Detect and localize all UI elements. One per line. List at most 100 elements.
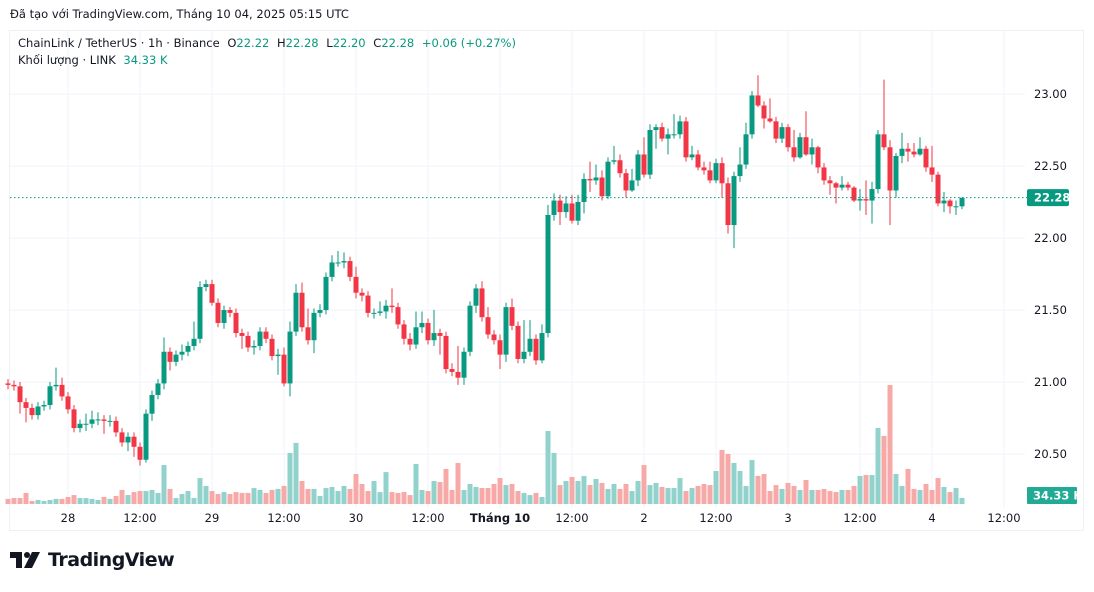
candle[interactable] [839, 176, 845, 191]
candle[interactable] [845, 181, 851, 191]
candle[interactable] [23, 397, 29, 423]
candle[interactable] [509, 298, 515, 331]
candle[interactable] [431, 310, 437, 346]
candle[interactable] [125, 432, 131, 452]
candle[interactable] [539, 324, 545, 364]
candle[interactable] [779, 122, 785, 143]
chart-panel[interactable] [9, 30, 1084, 531]
candle[interactable] [341, 252, 347, 269]
candle[interactable] [89, 410, 95, 429]
candle[interactable] [725, 177, 731, 234]
candle[interactable] [665, 128, 671, 155]
candle[interactable] [347, 256, 353, 282]
candle[interactable] [785, 124, 791, 152]
candle[interactable] [443, 331, 449, 374]
candle[interactable] [803, 111, 809, 156]
candle[interactable] [287, 321, 293, 397]
candle[interactable] [905, 142, 911, 162]
candle[interactable] [407, 333, 413, 351]
candle[interactable] [479, 281, 485, 322]
candle[interactable] [113, 416, 119, 437]
candle[interactable] [143, 409, 149, 463]
candle[interactable] [467, 301, 473, 357]
candle[interactable] [527, 320, 533, 357]
candle[interactable] [131, 432, 137, 457]
candle[interactable] [419, 311, 425, 334]
candle[interactable] [473, 284, 479, 313]
candle[interactable] [191, 321, 197, 351]
candle[interactable] [791, 130, 797, 162]
candle[interactable] [491, 330, 497, 345]
candle[interactable] [671, 114, 677, 139]
candle[interactable] [413, 311, 419, 349]
candle[interactable] [461, 347, 467, 385]
candle[interactable] [737, 147, 743, 182]
candle[interactable] [437, 328, 443, 355]
candle[interactable] [251, 340, 257, 355]
candle[interactable] [599, 170, 605, 201]
candle[interactable] [653, 124, 659, 149]
candle[interactable] [815, 145, 821, 174]
candle[interactable] [305, 308, 311, 345]
candle[interactable] [611, 145, 617, 165]
candle[interactable] [233, 308, 239, 338]
candle[interactable] [929, 145, 935, 182]
candle[interactable] [311, 308, 317, 354]
candle[interactable] [857, 189, 863, 211]
candle[interactable] [77, 419, 83, 433]
candle[interactable] [563, 196, 569, 218]
candle[interactable] [137, 442, 143, 466]
candle[interactable] [245, 331, 251, 352]
candle[interactable] [107, 415, 113, 427]
candle[interactable] [773, 117, 779, 143]
candle[interactable] [881, 79, 887, 151]
candle[interactable] [659, 122, 665, 142]
candle[interactable] [203, 279, 209, 292]
candle[interactable] [227, 307, 233, 318]
candle[interactable] [623, 168, 629, 198]
candle[interactable] [41, 400, 47, 411]
candle[interactable] [365, 291, 371, 318]
candle[interactable] [917, 137, 923, 156]
candle[interactable] [719, 157, 725, 198]
candle[interactable] [371, 308, 377, 319]
candle[interactable] [11, 380, 17, 391]
candle[interactable] [533, 334, 539, 365]
candle[interactable] [35, 402, 41, 420]
candle[interactable] [743, 122, 749, 169]
legend-volume-label[interactable]: Khối lượng · LINK [18, 53, 116, 67]
candle[interactable] [617, 154, 623, 178]
candle[interactable] [875, 130, 881, 194]
candle[interactable] [869, 181, 875, 224]
candle[interactable] [761, 101, 767, 129]
candle[interactable] [821, 163, 827, 185]
candle[interactable] [767, 98, 773, 123]
candle[interactable] [497, 334, 503, 370]
candle[interactable] [119, 428, 125, 447]
candle[interactable] [83, 413, 89, 431]
tradingview-logo[interactable]: TradingView [10, 549, 175, 571]
candle[interactable] [635, 150, 641, 187]
candle[interactable] [329, 255, 335, 282]
candle[interactable] [167, 347, 173, 371]
candle[interactable] [641, 137, 647, 178]
candle[interactable] [335, 250, 341, 267]
candle[interactable] [701, 161, 707, 175]
candle[interactable] [263, 327, 269, 344]
candle[interactable] [695, 150, 701, 171]
candle[interactable] [395, 302, 401, 329]
candle[interactable] [215, 298, 221, 328]
candle[interactable] [53, 367, 59, 391]
candle[interactable] [893, 153, 899, 198]
candle[interactable] [17, 382, 23, 414]
candle[interactable] [593, 164, 599, 185]
candle[interactable] [521, 320, 527, 364]
candle[interactable] [569, 194, 575, 224]
candle[interactable] [47, 382, 53, 410]
candle[interactable] [359, 288, 365, 302]
candle[interactable] [707, 161, 713, 184]
candle[interactable] [149, 390, 155, 421]
candle[interactable] [353, 266, 359, 299]
candle[interactable] [161, 337, 167, 390]
